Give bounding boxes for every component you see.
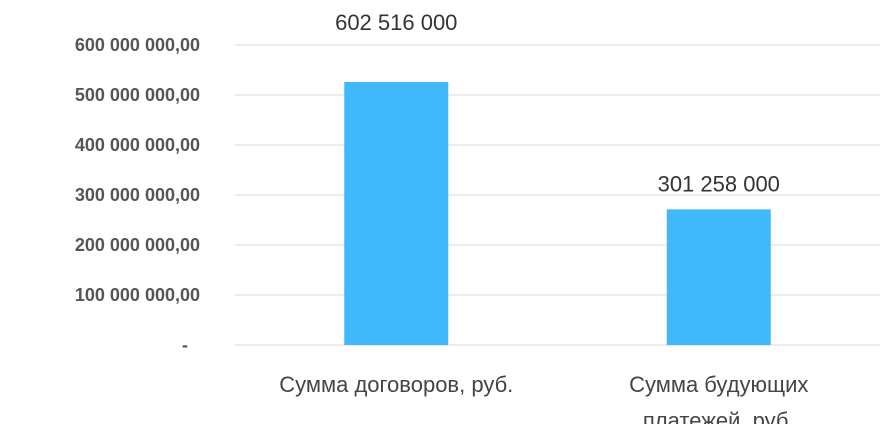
y-tick-label: - [182,335,188,355]
y-tick-label: 500 000 000,00 [75,85,200,105]
bar [666,209,771,345]
y-tick-label: 400 000 000,00 [75,135,200,155]
y-axis-ticks: - 100 000 000,00 200 000 000,00 300 000 000… [75,35,200,355]
data-label: 602 516 000 [335,10,457,35]
gridlines [235,44,880,346]
bar [344,82,449,345]
category-label: платежей, руб. [643,408,795,424]
y-tick-label: 300 000 000,00 [75,185,200,205]
y-tick-label: 600 000 000,00 [75,35,200,55]
category-label: Сумма будующих [629,372,808,397]
y-tick-label: 200 000 000,00 [75,235,200,255]
category-labels: Сумма договоров, руб. Сумма будующих плате… [279,372,808,424]
data-label: 301 258 000 [658,171,780,196]
bars [344,82,771,345]
y-tick-label: 100 000 000,00 [75,285,200,305]
data-labels: 602 516 000 301 258 000 [335,10,780,196]
category-label: Сумма договоров, руб. [279,372,513,397]
